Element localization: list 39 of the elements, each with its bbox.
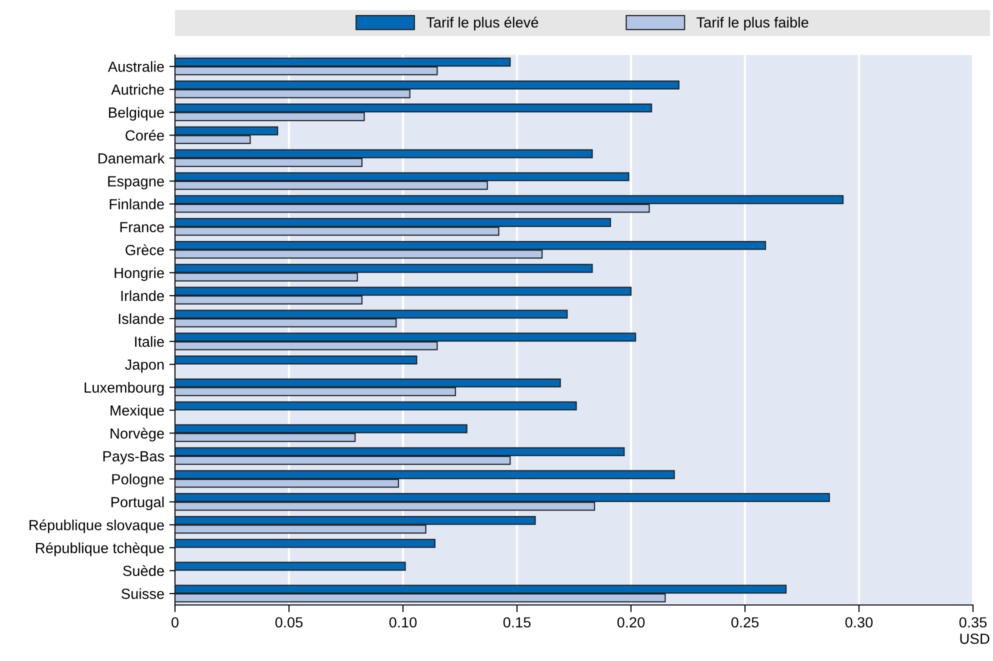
y-tick-label: Danemark [98, 152, 165, 164]
y-tick-label: Suède [123, 565, 164, 576]
y-tick-label: Norvège [110, 428, 164, 442]
y-tick-label: Finlande [110, 198, 164, 210]
y-tick-label: Islande [118, 313, 164, 324]
y-tick-label: Pays-Bas [103, 451, 164, 464]
x-tick-label: 0.05 [275, 617, 303, 628]
y-tick-label: Japon [125, 360, 164, 373]
x-tick-label: 0.30 [845, 617, 873, 628]
y-tick-label: République tchèque [36, 542, 164, 556]
y-tick-label: Italie [135, 336, 164, 347]
bar [175, 356, 418, 364]
y-tick-label: Luxembourg [84, 382, 164, 396]
bar [175, 538, 436, 548]
bar [175, 562, 406, 571]
x-tick-label: 0 [172, 617, 178, 628]
y-tick-label: Mexique [110, 404, 164, 419]
y-tick-label: Grèce [126, 244, 164, 256]
x-tick-label: 0.20 [617, 617, 645, 628]
y-tick-label: Espagne [108, 176, 164, 190]
bar [175, 401, 577, 410]
legend-label: Tarif le plus faible [696, 16, 808, 30]
y-tick-label: Pologne [112, 474, 164, 488]
y-tick-label: Belgique [109, 107, 164, 121]
y-tick-label: Hongrie [114, 267, 164, 282]
y-tick-label: Portugal [111, 496, 164, 510]
x-tick-label: 0.35 [959, 617, 987, 628]
y-tick-label: Australie [108, 61, 164, 72]
y-tick-label: Suisse [121, 588, 164, 599]
y-tick-label: Irlande [121, 290, 164, 302]
legend-label: Tarif le plus élevé [426, 16, 538, 30]
x-tick-label: 0.15 [503, 617, 531, 628]
y-tick-label: Corée [126, 130, 164, 141]
x-tick-label: 0.25 [731, 617, 759, 628]
y-tick-label: Autriche [111, 84, 164, 95]
x-tick-label: 0.10 [389, 617, 417, 628]
x-axis-title: USD [960, 634, 990, 644]
y-tick-label: République slovaque [30, 519, 164, 534]
y-tick-label: France [120, 222, 164, 232]
